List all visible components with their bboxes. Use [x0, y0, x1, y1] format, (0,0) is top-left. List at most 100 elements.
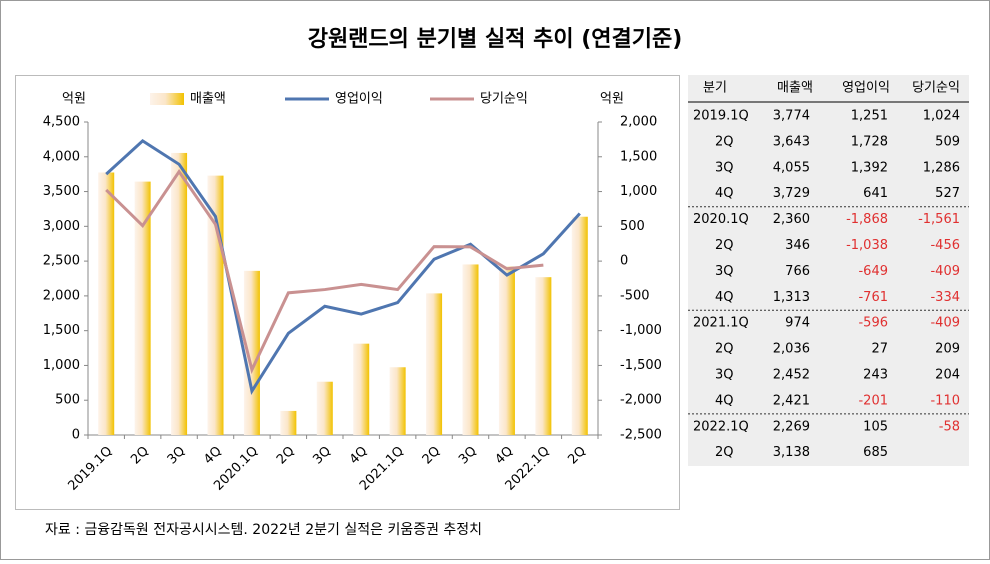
legend-label: 당기순익: [480, 92, 528, 107]
table-header: 분기: [703, 81, 727, 96]
y2-tick-label: -1,500: [620, 358, 662, 373]
table-cell: 3Q: [715, 264, 734, 279]
y2-tick-label: 2,000: [620, 115, 657, 130]
table-header: 당기순익: [912, 81, 960, 96]
table-cell: 2Q: [715, 134, 734, 149]
table-cell: -1,868: [846, 212, 888, 227]
bar: [462, 264, 479, 435]
table-cell: 2020.1Q: [693, 212, 749, 227]
y2-tick-label: -2,500: [620, 428, 662, 443]
table-cell: 3Q: [715, 160, 734, 175]
table-cell: 2Q: [715, 238, 734, 253]
table-cell: 2Q: [715, 445, 734, 460]
y-tick-label: 3,500: [43, 184, 80, 199]
table-cell: 2,452: [773, 368, 810, 383]
y-tick-label: 4,500: [43, 115, 80, 130]
table-cell: 4,055: [773, 160, 810, 175]
table-cell: -110: [930, 393, 960, 408]
bar: [571, 216, 588, 435]
x-tick-label: 3Q: [165, 444, 189, 468]
table-cell: 2,036: [773, 342, 810, 357]
y2-tick-label: -500: [620, 288, 650, 303]
y-tick-label: 2,000: [43, 288, 80, 303]
x-tick-label: 2Q: [274, 444, 298, 468]
table-cell: -456: [930, 238, 960, 253]
bar: [426, 293, 443, 435]
table-cell: 766: [785, 264, 810, 279]
y2-tick-label: -1,000: [620, 323, 662, 338]
table-cell: 2021.1Q: [693, 316, 749, 331]
table-cell: 243: [863, 368, 888, 383]
line: [105, 139, 581, 395]
bar: [353, 343, 370, 435]
x-tick-label: 3Q: [310, 444, 334, 468]
table-cell: 209: [935, 342, 960, 357]
table-cell: 105: [863, 419, 888, 434]
table-cell: 27: [871, 342, 888, 357]
table-cell: 3,729: [773, 186, 810, 201]
table-cell: 2Q: [715, 342, 734, 357]
y2-tick-label: 500: [620, 219, 645, 234]
x-tick-label: 2Q: [565, 444, 589, 468]
x-tick-label: 2019.1Q: [66, 444, 116, 494]
table-cell: 4Q: [715, 290, 734, 305]
table-cell: 2019.1Q: [693, 109, 749, 124]
y-tick-label: 4,000: [43, 149, 80, 164]
table-cell: -201: [858, 393, 888, 408]
table-header: 영업이익: [842, 81, 890, 96]
table-cell: 509: [935, 134, 960, 149]
table-cell: 3,138: [773, 445, 810, 460]
table-cell: -596: [858, 316, 888, 331]
source: 자료 : 금융감독원 전자공시시스템. 2022년 2분기 실적은 키움증권 추…: [45, 522, 482, 538]
table-cell: 1,024: [923, 109, 960, 124]
table-cell: -409: [930, 316, 960, 331]
table-cell: 4Q: [715, 186, 734, 201]
x-tick-label: 4Q: [347, 444, 371, 468]
table-cell: -334: [930, 290, 960, 305]
table-cell: -761: [858, 290, 888, 305]
table-bg: [688, 75, 969, 466]
table-cell: 3Q: [715, 368, 734, 383]
bar: [171, 152, 188, 436]
bar: [535, 277, 552, 435]
y2-tick-label: 1,500: [620, 149, 657, 164]
y-tick-label: 2,500: [43, 254, 80, 269]
bar: [98, 172, 115, 436]
table-cell: 1,313: [773, 290, 810, 305]
table-cell: 974: [785, 316, 810, 331]
x-tick-label: 4Q: [201, 444, 225, 468]
table-cell: 1,728: [851, 134, 888, 149]
bar: [243, 270, 260, 435]
table-cell: 1,286: [923, 160, 960, 175]
bar: [316, 381, 333, 435]
bar: [389, 367, 406, 435]
line: [105, 169, 544, 375]
x-tick-label: 4Q: [493, 444, 517, 468]
legend-label: 매출액: [190, 92, 226, 107]
table-cell: -649: [858, 264, 888, 279]
y-tick-label: 1,000: [43, 358, 80, 373]
x-tick-label: 2Q: [128, 444, 152, 468]
table-cell: 2,421: [773, 393, 810, 408]
legend-label: 영업이익: [335, 92, 383, 107]
table-cell: 3,643: [773, 134, 810, 149]
table-cell: 346: [785, 238, 810, 253]
y-tick-label: 500: [55, 393, 80, 408]
table-cell: -409: [930, 264, 960, 279]
y2-tick-label: 1,000: [620, 184, 657, 199]
table-cell: -1,561: [918, 212, 960, 227]
table-cell: -58: [939, 419, 960, 434]
x-tick-label: 3Q: [456, 444, 480, 468]
table-cell: 1,392: [851, 160, 888, 175]
bar: [134, 181, 151, 435]
y-tick-label: 1,500: [43, 323, 80, 338]
y2-axis-label: 억원: [600, 92, 624, 107]
chart-border: [15, 75, 680, 510]
table-cell: 527: [935, 186, 960, 201]
y2-tick-label: 0: [620, 254, 628, 269]
table-cell: 204: [935, 368, 960, 383]
x-tick-label: 2Q: [420, 444, 444, 468]
bar: [280, 410, 297, 435]
table-header: 매출액: [777, 81, 813, 96]
